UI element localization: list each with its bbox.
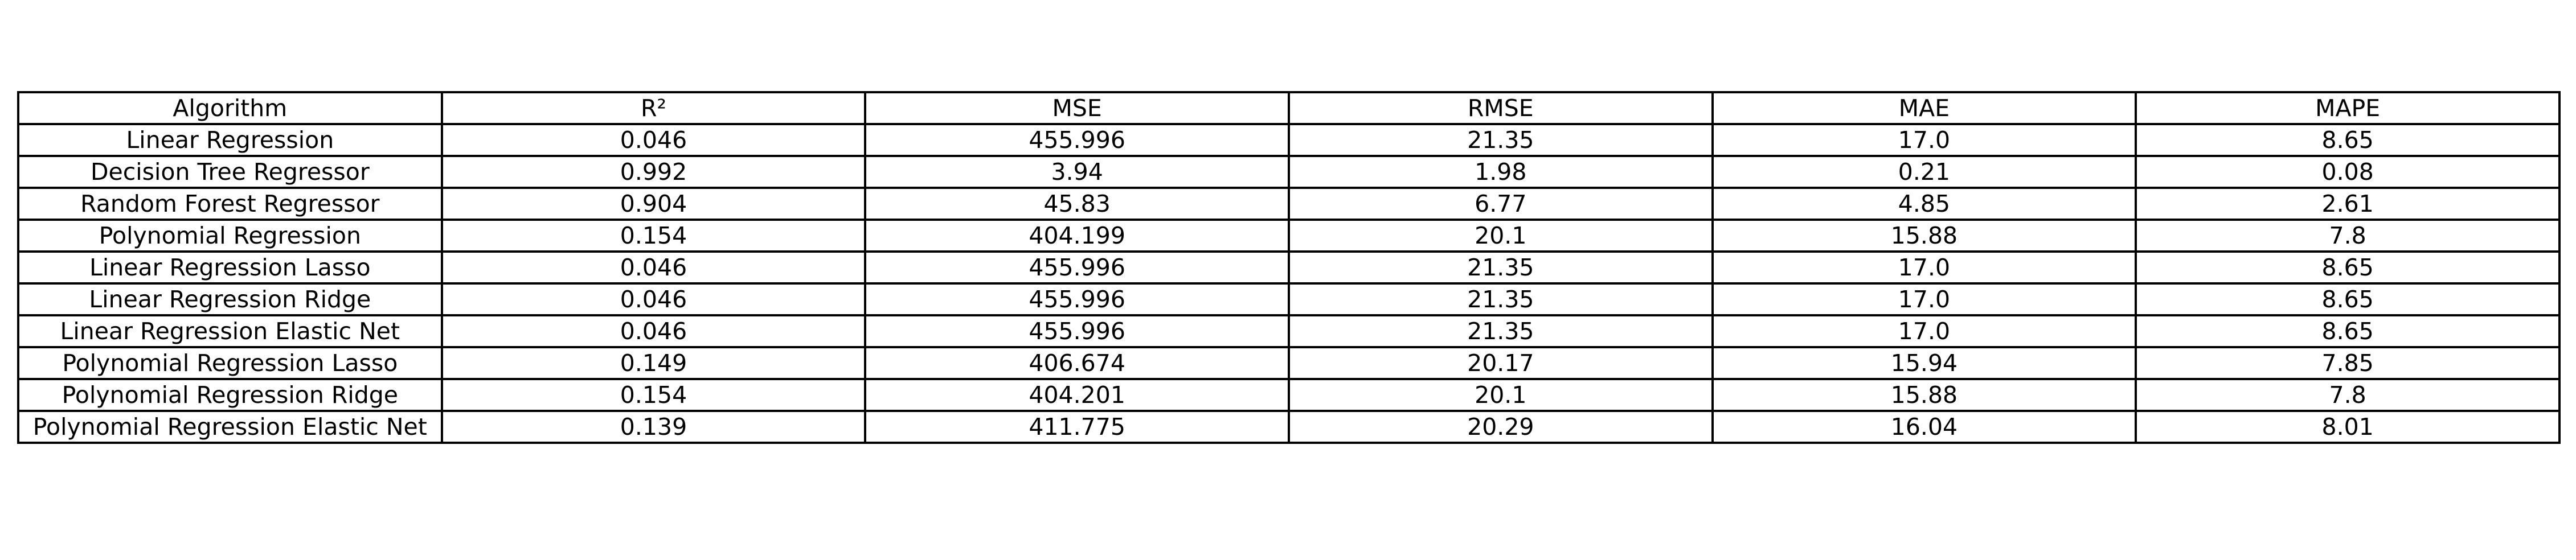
table-row: Polynomial Regression 0.154 404.199 20.1 15.… — [17, 219, 2561, 253]
cell-mse: 455.996 — [864, 282, 1290, 316]
cell-rmse: 6.77 — [1287, 187, 1714, 221]
header-cell-mae: MAE — [1711, 91, 2137, 125]
cell-r2: 0.046 — [440, 282, 867, 316]
cell-mse: 455.996 — [864, 314, 1290, 348]
cell-algorithm: Linear Regression Ridge — [17, 282, 443, 316]
cell-rmse: 20.1 — [1287, 378, 1714, 412]
table-row: Linear Regression 0.046 455.996 21.35 17.0 8.… — [17, 123, 2561, 157]
cell-rmse: 21.35 — [1287, 314, 1714, 348]
header-cell-r2: R² — [440, 91, 867, 125]
cell-r2: 0.046 — [440, 314, 867, 348]
cell-r2: 0.046 — [440, 123, 867, 157]
cell-r2: 0.904 — [440, 187, 867, 221]
header-cell-mape: MAPE — [2135, 91, 2561, 125]
cell-mae: 17.0 — [1711, 250, 2137, 285]
table-row: Linear Regression Ridge 0.046 455.996 21.35… — [17, 282, 2561, 316]
cell-mape: 8.65 — [2135, 250, 2561, 285]
cell-algorithm: Linear Regression — [17, 123, 443, 157]
cell-rmse: 20.17 — [1287, 346, 1714, 380]
cell-rmse: 21.35 — [1287, 250, 1714, 285]
header-cell-mse: MSE — [864, 91, 1290, 125]
cell-mae: 4.85 — [1711, 187, 2137, 221]
cell-rmse: 1.98 — [1287, 155, 1714, 189]
cell-mse: 411.775 — [864, 410, 1290, 444]
cell-algorithm: Polynomial Regression Lasso — [17, 346, 443, 380]
cell-r2: 0.046 — [440, 250, 867, 285]
cell-r2: 0.992 — [440, 155, 867, 189]
cell-algorithm: Random Forest Regressor — [17, 187, 443, 221]
cell-mae: 15.88 — [1711, 219, 2137, 253]
table-row: Polynomial Regression Ridge 0.154 404.201 2… — [17, 378, 2561, 412]
header-cell-algorithm: Algorithm — [17, 91, 443, 125]
metrics-table: Algorithm R² MSE RMSE MAE MAPE Linear Re… — [17, 91, 2561, 444]
cell-mae: 17.0 — [1711, 123, 2137, 157]
cell-mape: 2.61 — [2135, 187, 2561, 221]
cell-algorithm: Linear Regression Lasso — [17, 250, 443, 285]
cell-r2: 0.139 — [440, 410, 867, 444]
cell-r2: 0.149 — [440, 346, 867, 380]
cell-mape: 7.8 — [2135, 378, 2561, 412]
table-row: Polynomial Regression Elastic Net 0.139 41… — [17, 410, 2561, 444]
cell-rmse: 20.1 — [1287, 219, 1714, 253]
table-row: Linear Regression Lasso 0.046 455.996 21.35… — [17, 250, 2561, 285]
cell-rmse: 21.35 — [1287, 123, 1714, 157]
cell-algorithm: Decision Tree Regressor — [17, 155, 443, 189]
cell-algorithm: Polynomial Regression Ridge — [17, 378, 443, 412]
table-row: Linear Regression Elastic Net 0.046 455.99… — [17, 314, 2561, 348]
cell-rmse: 21.35 — [1287, 282, 1714, 316]
cell-mape: 8.65 — [2135, 123, 2561, 157]
cell-mae: 15.94 — [1711, 346, 2137, 380]
cell-r2: 0.154 — [440, 219, 867, 253]
cell-mse: 404.201 — [864, 378, 1290, 412]
table-row: Polynomial Regression Lasso 0.149 406.674 2… — [17, 346, 2561, 380]
cell-mae: 17.0 — [1711, 314, 2137, 348]
cell-algorithm: Polynomial Regression — [17, 219, 443, 253]
table-body: Linear Regression 0.046 455.996 21.35 17.0 8.… — [17, 123, 2561, 444]
header-cell-rmse: RMSE — [1287, 91, 1714, 125]
cell-mape: 8.01 — [2135, 410, 2561, 444]
cell-mse: 404.199 — [864, 219, 1290, 253]
cell-mae: 15.88 — [1711, 378, 2137, 412]
cell-mse: 455.996 — [864, 123, 1290, 157]
table-row: Decision Tree Regressor 0.992 3.94 1.98 0.21… — [17, 155, 2561, 189]
cell-mape: 7.8 — [2135, 219, 2561, 253]
cell-rmse: 20.29 — [1287, 410, 1714, 444]
cell-mape: 8.65 — [2135, 282, 2561, 316]
cell-mse: 45.83 — [864, 187, 1290, 221]
cell-mape: 0.08 — [2135, 155, 2561, 189]
cell-r2: 0.154 — [440, 378, 867, 412]
header-row: Algorithm R² MSE RMSE MAE MAPE — [17, 91, 2561, 125]
cell-algorithm: Linear Regression Elastic Net — [17, 314, 443, 348]
cell-mae: 16.04 — [1711, 410, 2137, 444]
cell-mape: 8.65 — [2135, 314, 2561, 348]
table-row: Random Forest Regressor 0.904 45.83 6.77 4.8… — [17, 187, 2561, 221]
cell-mae: 0.21 — [1711, 155, 2137, 189]
cell-mae: 17.0 — [1711, 282, 2137, 316]
cell-algorithm: Polynomial Regression Elastic Net — [17, 410, 443, 444]
cell-mse: 455.996 — [864, 250, 1290, 285]
cell-mse: 406.674 — [864, 346, 1290, 380]
cell-mape: 7.85 — [2135, 346, 2561, 380]
cell-mse: 3.94 — [864, 155, 1290, 189]
